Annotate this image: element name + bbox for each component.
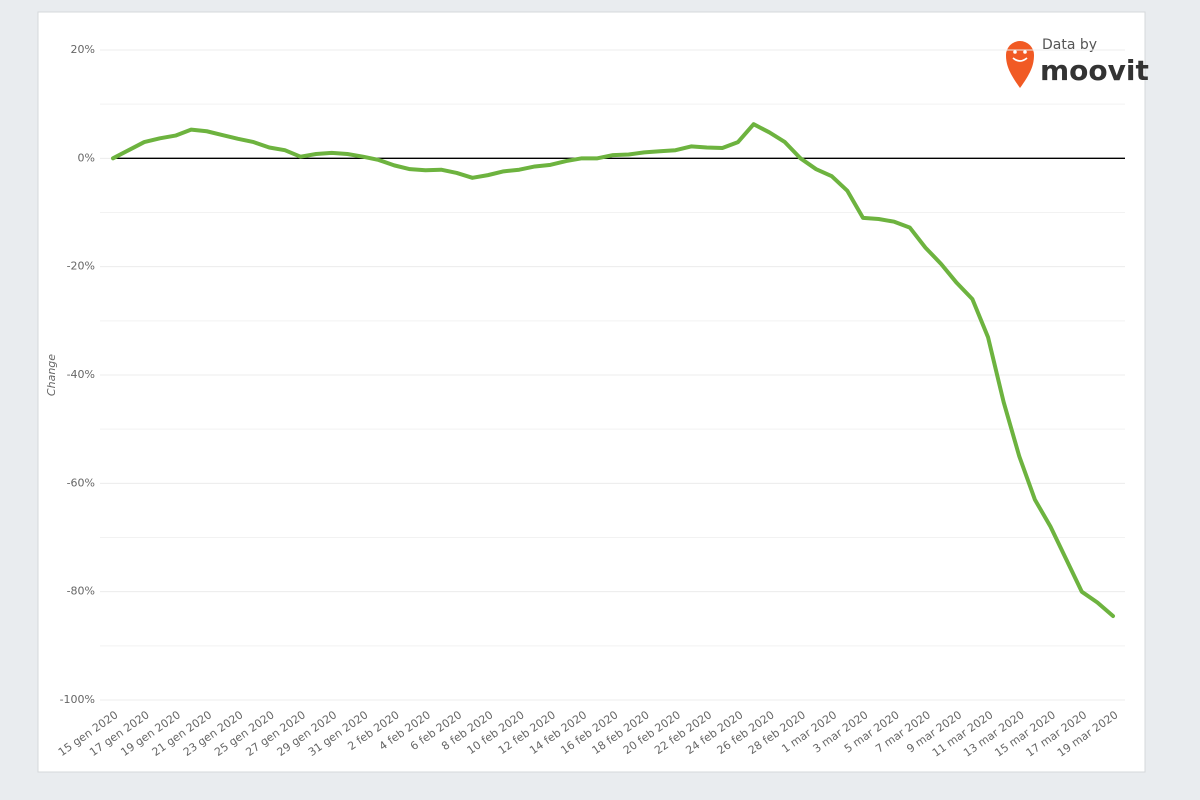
y-tick-label: -40% <box>67 368 95 381</box>
y-tick-label: -20% <box>67 260 95 273</box>
logo-eye <box>1023 50 1027 54</box>
y-axis-label: Change <box>45 354 58 396</box>
y-tick-label: -100% <box>60 693 95 706</box>
logo-eye <box>1013 50 1017 54</box>
card <box>37 11 1146 773</box>
y-tick-label: 0% <box>78 151 95 164</box>
logo-prefix: Data by <box>1042 37 1097 53</box>
y-tick-label: 20% <box>71 43 95 56</box>
logo-brand: moovit <box>1040 54 1149 87</box>
logo-smile <box>1012 57 1028 62</box>
y-tick-label: -60% <box>67 476 95 489</box>
logo: Data by moovit <box>1006 37 1149 88</box>
y-tick-label: -80% <box>67 585 95 598</box>
logo-pin <box>1006 41 1034 88</box>
data-line <box>111 122 1115 619</box>
